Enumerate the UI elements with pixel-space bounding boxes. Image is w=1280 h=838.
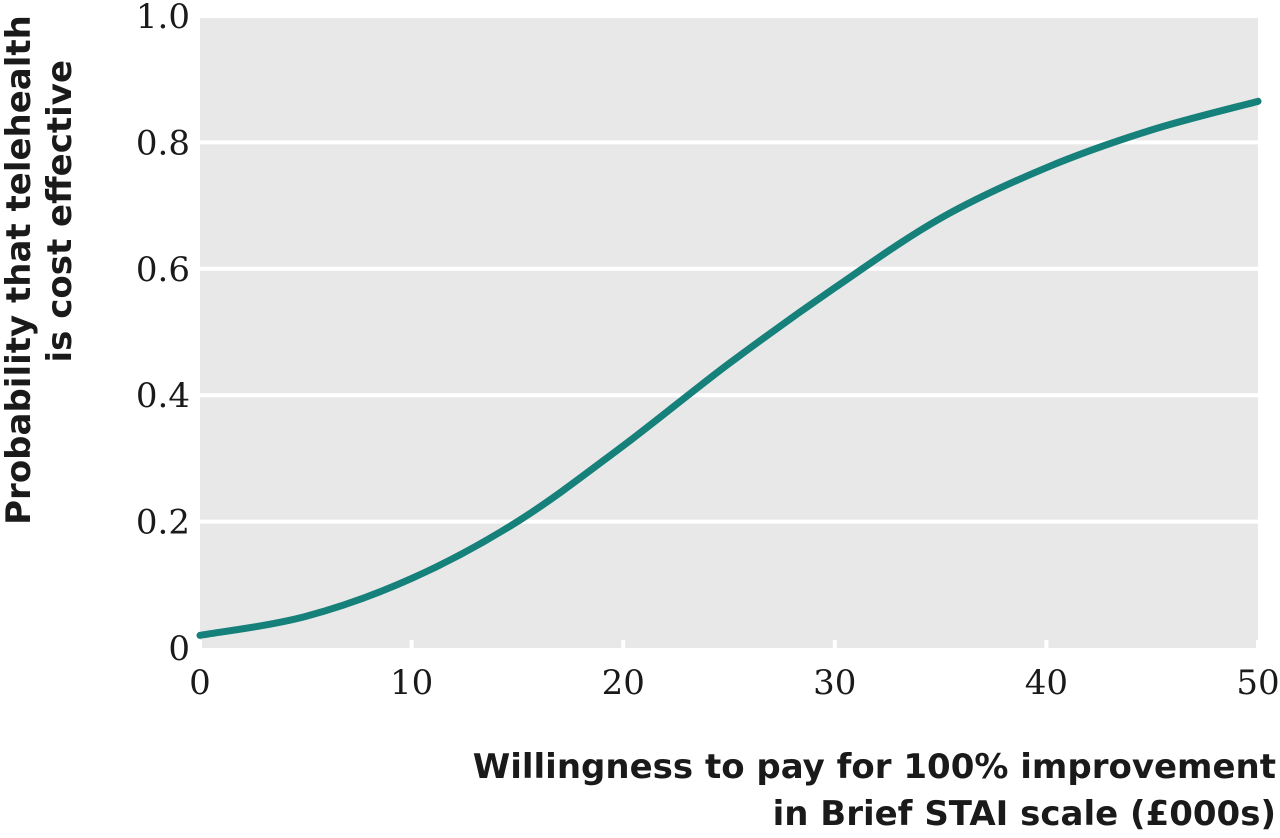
x-axis-title: Willingness to pay for 100% improvement i… [473, 747, 1276, 834]
y-tick-label: 0.8 [136, 123, 190, 163]
x-tick-label: 50 [1236, 663, 1279, 703]
x-axis-ticks [198, 640, 1260, 648]
x-tick-label: 10 [390, 663, 433, 703]
x-tick-label: 0 [189, 663, 211, 703]
y-tick-label: 0.6 [136, 250, 190, 290]
x-tick-label: 30 [813, 663, 856, 703]
y-tick-label: 0.4 [136, 376, 190, 416]
gridlines [200, 14, 1258, 524]
series-lines [196, 97, 1262, 639]
series-line [196, 97, 1262, 639]
plot-background [200, 16, 1258, 648]
y-axis-tick-labels: 0 0.2 0.4 0.6 0.8 1.0 [136, 0, 190, 669]
x-axis-tick-labels: 0 10 20 30 40 50 [189, 663, 1279, 703]
x-tick-label: 40 [1025, 663, 1068, 703]
x-tick-label: 20 [602, 663, 645, 703]
y-axis-title: Probability that telehealthis cost effec… [0, 15, 80, 525]
y-tick-label: 0.2 [136, 503, 190, 543]
y-tick-label: 0 [168, 629, 190, 669]
y-tick-label: 1.0 [136, 0, 190, 37]
